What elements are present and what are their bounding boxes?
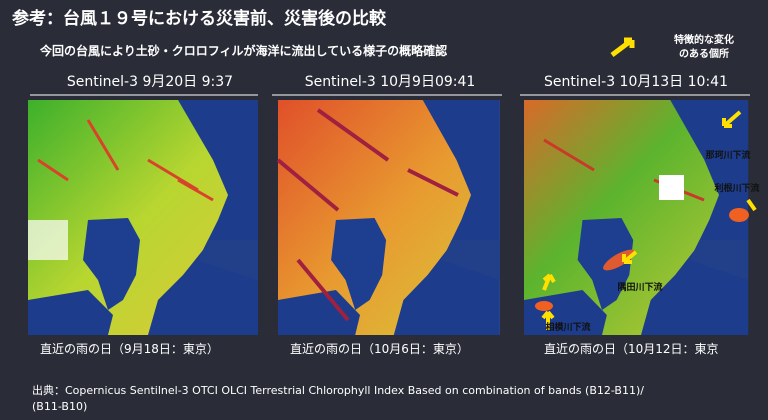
satellite-image [276,100,500,335]
annotation: 那珂川下流 [705,149,750,161]
panel-caption: 直近の雨の日（10月6日：東京） [290,342,469,356]
subtitle: 今回の台風により土砂・クロロフィルが海洋に流出している様子の概略確認 [39,43,447,58]
satellite-image [524,100,749,335]
panel-label: Sentinel-3 10月9日09:41 [305,74,476,90]
legend-text: 特徴的な変化 [674,33,734,46]
source: (B11-B10) [32,400,87,413]
panel-caption: 直近の雨の日（10月12日：東京 [544,342,719,356]
title: 参考：台風１９号における災害前、災害後の比較 [12,8,387,29]
annotation: 利根川下流 [713,182,759,194]
satellite-image [28,100,258,335]
panel-caption: 直近の雨の日（9月18日：東京） [40,342,219,356]
legend-text: のある個所 [679,47,729,60]
arrows [541,110,757,330]
annotation: 相模川下流 [545,321,590,333]
panel-label: Sentinel-3 9月20日 9:37 [67,74,233,90]
legend-arrow [610,37,635,57]
annotation: 隅田川下流 [617,281,662,293]
panel-label: Sentinel-3 10月13日 10:41 [544,74,728,90]
source: 出典：Copernicus Sentilnel-3 OTCI OLCI Terr… [32,383,644,397]
